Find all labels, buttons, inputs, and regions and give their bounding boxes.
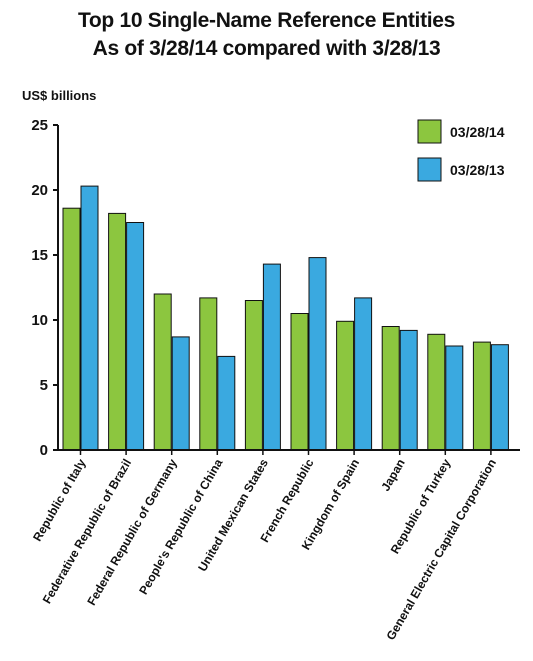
- category-label: Federal Republic of Germany: [84, 456, 180, 608]
- legend-label: 03/28/14: [450, 124, 505, 140]
- bar-series-1: [108, 212, 127, 451]
- bar-series-2: [308, 257, 327, 451]
- y-tick-label: 25: [31, 117, 48, 134]
- chart-title: Top 10 Single-Name Reference Entities: [77, 9, 456, 32]
- y-tick-label: 10: [31, 312, 48, 329]
- category-label: Japan: [378, 457, 407, 494]
- legend: 03/28/14 03/28/13: [417, 119, 505, 182]
- bar-series-1: [381, 326, 400, 451]
- bar-series-2: [171, 336, 190, 451]
- chart-subtitle: As of 3/28/14 compared with 3/28/13: [92, 37, 441, 60]
- legend-swatch: [417, 157, 442, 182]
- bar-series-1: [336, 320, 355, 451]
- bar-series-2: [217, 355, 236, 451]
- y-tick-label: 0: [40, 442, 48, 459]
- bar-series-1: [62, 207, 81, 451]
- category-label: People's Republic of China: [136, 456, 225, 597]
- y-tick-label: 5: [40, 377, 48, 394]
- x-axis: [58, 449, 520, 455]
- bar-series-1: [290, 313, 309, 451]
- bar-series-2: [262, 263, 281, 451]
- bar-series-1: [427, 333, 446, 451]
- bar-series-2: [354, 297, 373, 451]
- bars: [62, 185, 509, 451]
- bar-series-1: [472, 341, 491, 451]
- y-axis: 0 5 10 15 20 25: [31, 117, 59, 459]
- bar-series-1: [244, 300, 263, 451]
- legend-swatch: [417, 119, 442, 144]
- bar-series-2: [490, 344, 509, 451]
- y-tick-label: 20: [31, 182, 48, 199]
- bar-series-2: [80, 185, 99, 451]
- bar-series-1: [153, 293, 172, 451]
- y-axis-label: US$ billions: [22, 88, 97, 103]
- bar-series-1: [199, 297, 218, 451]
- bar-series-2: [126, 222, 145, 451]
- y-tick-label: 15: [31, 247, 48, 264]
- category-label: Federative Republic of Brazil: [40, 457, 134, 607]
- legend-label: 03/28/13: [450, 162, 505, 178]
- bar-series-2: [399, 329, 418, 451]
- bar-series-2: [445, 345, 464, 451]
